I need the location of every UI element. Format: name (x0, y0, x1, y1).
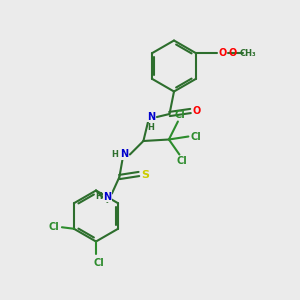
Text: Cl: Cl (48, 222, 59, 232)
Text: O: O (193, 106, 201, 116)
Text: O: O (218, 48, 226, 58)
Text: N: N (103, 191, 112, 202)
Text: Cl: Cl (174, 110, 185, 121)
Text: N: N (147, 112, 155, 122)
Text: Cl: Cl (190, 131, 201, 142)
Text: Cl: Cl (93, 257, 104, 268)
Text: S: S (142, 169, 149, 180)
Text: H: H (112, 150, 118, 159)
Text: Cl: Cl (176, 155, 187, 166)
Text: H: H (147, 123, 154, 132)
Text: CH₃: CH₃ (240, 49, 256, 58)
Text: N: N (120, 149, 128, 160)
Text: O: O (229, 48, 237, 58)
Text: H: H (95, 192, 102, 201)
